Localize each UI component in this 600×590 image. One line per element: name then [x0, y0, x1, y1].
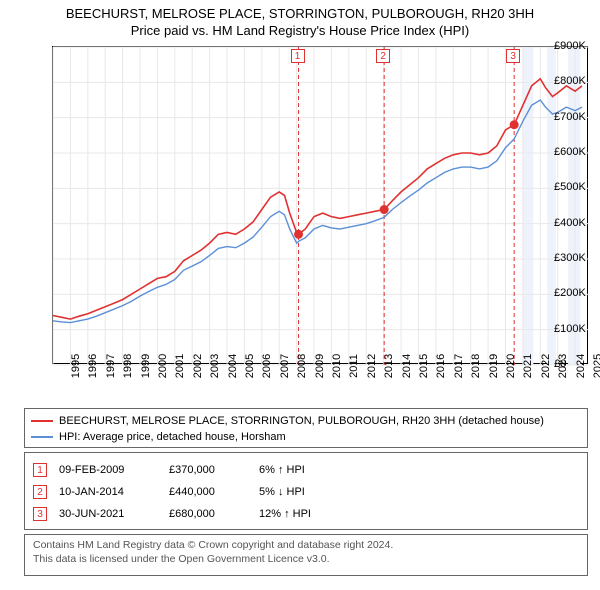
event-row-3: 3 30-JUN-2021£680,00012% ↑ HPI: [33, 503, 579, 525]
footer-line-2: This data is licensed under the Open Gov…: [33, 553, 579, 567]
event-row-marker: 2: [33, 485, 47, 499]
event-row-marker: 3: [33, 507, 47, 521]
chart-title: BEECHURST, MELROSE PLACE, STORRINGTON, P…: [0, 0, 600, 40]
plot-area: [52, 46, 588, 364]
y-tick-label: £200K: [554, 287, 600, 299]
event-price: £680,000: [169, 508, 259, 520]
event-price: £370,000: [169, 464, 259, 476]
y-tick-label: £400K: [554, 217, 600, 229]
legend-label: HPI: Average price, detached house, Hors…: [59, 431, 286, 443]
y-tick-label: £100K: [554, 323, 600, 335]
event-delta: 5% ↓ HPI: [259, 486, 349, 498]
y-tick-label: £500K: [554, 181, 600, 193]
event-delta: 6% ↑ HPI: [259, 464, 349, 476]
event-marker-3: 3: [506, 49, 520, 63]
title-line-2: Price paid vs. HM Land Registry's House …: [0, 23, 600, 40]
event-price: £440,000: [169, 486, 259, 498]
event-date: 09-FEB-2009: [59, 464, 169, 476]
event-marker-2: 2: [376, 49, 390, 63]
y-tick-label: £900K: [554, 40, 600, 52]
legend-row-hpi: HPI: Average price, detached house, Hors…: [31, 429, 581, 445]
event-delta: 12% ↑ HPI: [259, 508, 349, 520]
plot-svg: [53, 47, 589, 365]
series-legend: BEECHURST, MELROSE PLACE, STORRINGTON, P…: [24, 408, 588, 448]
event-date: 10-JAN-2014: [59, 486, 169, 498]
attribution-footer: Contains HM Land Registry data © Crown c…: [24, 534, 588, 576]
event-row-2: 2 10-JAN-2014£440,0005% ↓ HPI: [33, 481, 579, 503]
event-row-marker: 1: [33, 463, 47, 477]
footer-line-1: Contains HM Land Registry data © Crown c…: [33, 539, 579, 553]
legend-row-subject: BEECHURST, MELROSE PLACE, STORRINGTON, P…: [31, 413, 581, 429]
event-date: 30-JUN-2021: [59, 508, 169, 520]
y-tick-label: £700K: [554, 111, 600, 123]
title-line-1: BEECHURST, MELROSE PLACE, STORRINGTON, P…: [0, 6, 600, 23]
y-tick-label: £600K: [554, 146, 600, 158]
chart-container: BEECHURST, MELROSE PLACE, STORRINGTON, P…: [0, 0, 600, 590]
event-marker-1: 1: [291, 49, 305, 63]
x-tick-label: 2025: [574, 354, 600, 378]
legend-label: BEECHURST, MELROSE PLACE, STORRINGTON, P…: [59, 415, 544, 427]
legend-swatch: [31, 420, 53, 422]
y-tick-label: £300K: [554, 252, 600, 264]
event-row-1: 1 09-FEB-2009£370,0006% ↑ HPI: [33, 459, 579, 481]
events-table: 1 09-FEB-2009£370,0006% ↑ HPI 2 10-JAN-2014…: [24, 452, 588, 530]
legend-swatch: [31, 436, 53, 438]
y-tick-label: £800K: [554, 75, 600, 87]
